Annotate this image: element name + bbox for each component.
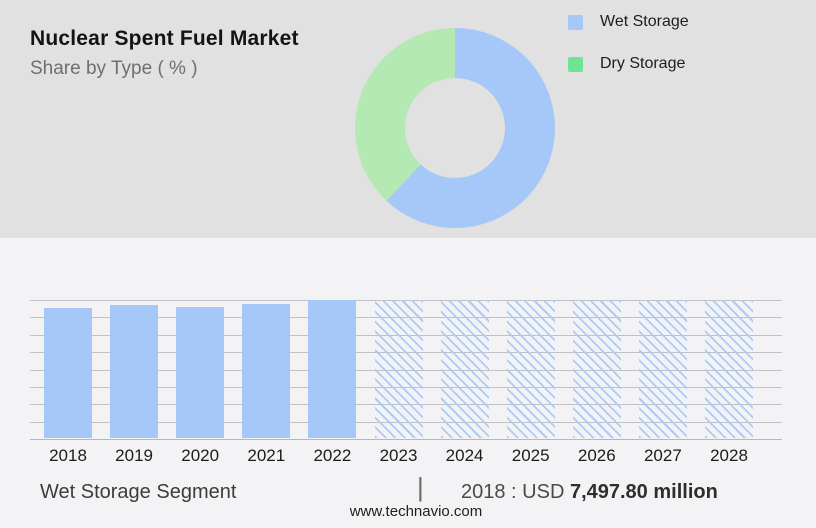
x-tick-label-2018: 2018: [49, 446, 87, 465]
legend-item-wet-storage: Wet Storage: [568, 13, 689, 31]
segment-label: Wet Storage Segment: [40, 481, 237, 503]
x-tick-label-2027: 2027: [643, 446, 682, 465]
x-axis-line: [30, 439, 782, 440]
legend-swatch-icon: [568, 56, 583, 72]
donut-chart: [355, 28, 555, 228]
segment-value-amount: 7,497.80 million: [569, 481, 718, 503]
chart-title: Nuclear Spent Fuel Market: [30, 27, 299, 50]
bar-2022: [308, 300, 357, 438]
x-tick-label-2028: 2028: [710, 446, 748, 465]
legend: Wet Storage Dry Storage: [568, 13, 689, 97]
legend-label: Dry Storage: [600, 55, 686, 72]
segment-value: 2018 : USD 7,497.80 million: [461, 481, 718, 504]
bar-2023: [374, 300, 423, 438]
x-tick-label-2025: 2025: [511, 446, 550, 465]
x-tick-label-2020: 2020: [181, 446, 220, 465]
website-url: www.technavio.com: [349, 503, 483, 520]
bar-2018: [44, 308, 92, 438]
footer-separator: |: [417, 472, 424, 502]
legend-swatch-icon: [568, 14, 583, 30]
bar-2020: [176, 307, 225, 438]
bar-2028: [705, 300, 753, 438]
bar-2026: [572, 300, 621, 438]
x-tick-label-2023: 2023: [379, 446, 418, 465]
x-tick-label-2019: 2019: [115, 446, 153, 465]
bar-2025: [506, 300, 555, 438]
bar-2024: [440, 300, 489, 438]
chart-subtitle: Share by Type ( % ): [30, 58, 198, 79]
x-tick-label-2022: 2022: [313, 446, 352, 465]
bar-2027: [638, 300, 687, 438]
x-tick-label-2024: 2024: [445, 446, 484, 465]
bar-2021: [242, 304, 291, 438]
x-tick-label-2021: 2021: [247, 446, 286, 465]
bar-2019: [110, 305, 159, 438]
x-tick-label-2026: 2026: [577, 446, 616, 465]
legend-label: Wet Storage: [600, 13, 689, 30]
legend-item-dry-storage: Dry Storage: [568, 55, 689, 73]
segment-value-prefix: 2018 : USD: [461, 481, 570, 503]
header-panel: Nuclear Spent Fuel Market Share by Type …: [0, 0, 816, 238]
